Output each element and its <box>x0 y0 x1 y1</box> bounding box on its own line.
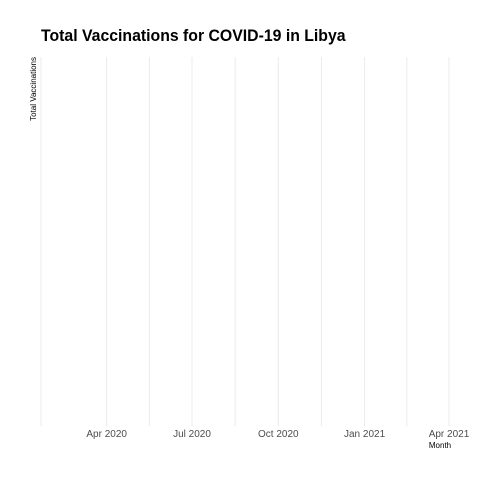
chart-title: Total Vaccinations for COVID-19 in Libya <box>41 26 346 45</box>
x-tick-label: Oct 2020 <box>258 429 299 440</box>
x-tick-labels: Apr 2020 Jul 2020 Oct 2020 Jan 2021 Apr 2021 <box>86 429 469 440</box>
x-tick-label: Apr 2020 <box>86 429 127 440</box>
x-axis-title: Month <box>429 441 451 450</box>
x-tick-label: Jul 2020 <box>173 429 211 440</box>
y-axis-title: Total Vaccinations <box>29 57 38 121</box>
x-tick-label: Jan 2021 <box>344 429 386 440</box>
x-tick-label: Apr 2021 <box>429 429 470 440</box>
grid-layer <box>40 57 450 426</box>
